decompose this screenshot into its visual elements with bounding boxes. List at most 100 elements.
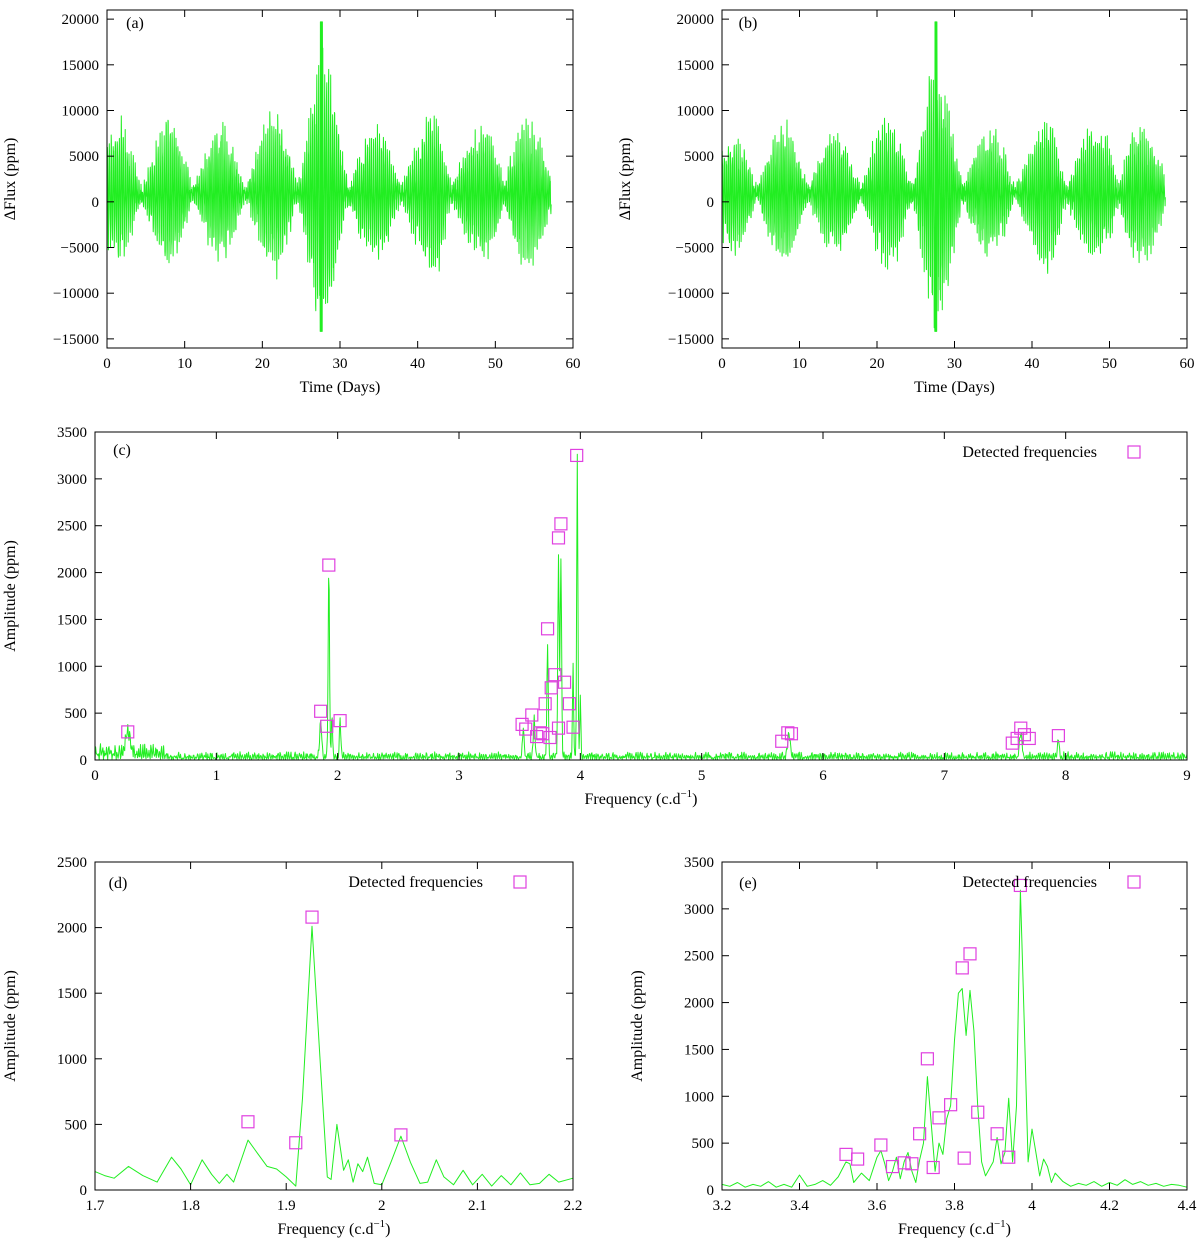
x-tick-label: 2 (378, 1198, 386, 1214)
y-tick-label: 2000 (57, 921, 87, 937)
y-axis-label: Amplitude (ppm) (2, 540, 19, 652)
panel-tag-b: (b) (739, 15, 758, 32)
x-tick-label: 3.2 (713, 1198, 732, 1214)
legend-marker (1127, 875, 1141, 889)
x-tick-label: 50 (488, 356, 503, 372)
detected-frequency-marker (784, 727, 799, 741)
detected-frequency-marker (874, 1138, 888, 1152)
plot-frame-e (721, 861, 1188, 1191)
detected-frequency-marker (551, 531, 566, 545)
detected-frequency-marker (781, 726, 795, 740)
y-axis-label: Amplitude (ppm) (629, 970, 646, 1082)
y-tick-label: −15000 (668, 332, 714, 348)
detected-frequency-marker (557, 675, 572, 689)
x-tick-label: 30 (333, 356, 348, 372)
detected-frequency-marker (955, 961, 969, 975)
y-tick-label: 3500 (57, 425, 87, 441)
x-axis-label-sup: −1 (994, 1218, 1006, 1230)
detected-frequency-marker (322, 558, 336, 572)
y-tick-label: 15000 (62, 58, 100, 74)
y-tick-label: 0 (80, 1183, 88, 1199)
legend-text: Detected frequencies (962, 874, 1097, 891)
detected-frequency-marker (394, 1128, 408, 1142)
x-tick-label: 4 (577, 768, 585, 784)
panel-c: 0 1 2 3 4 5 6 7 8 9 0 500 1000 1500 2000 2500 3000 3500 Fr… (2, 425, 1191, 808)
legend-marker (513, 875, 527, 889)
x-tick-label: 3 (455, 768, 463, 784)
detected-frequency-marker (897, 1156, 911, 1170)
x-tick-label: 1 (213, 768, 221, 784)
y-tick-label: −10000 (668, 286, 714, 302)
x-tick-label: 6 (819, 768, 827, 784)
detected-frequency-marker (305, 910, 319, 924)
detected-frequency-marker (519, 722, 533, 736)
detected-frequency-marker (1051, 729, 1065, 743)
x-tick-label: 3.4 (790, 1198, 809, 1214)
x-axis-label: Frequency (c.d−1) (898, 1218, 1011, 1238)
x-tick-label: 10 (792, 356, 807, 372)
x-axis-label: Frequency (c.d−1) (584, 788, 697, 808)
x-tick-label: 9 (1183, 768, 1191, 784)
detected-frequency-marker (525, 708, 539, 722)
y-tick-label: 5000 (69, 149, 99, 165)
y-tick-label: 15000 (677, 58, 715, 74)
x-tick-label: 2.2 (564, 1198, 583, 1214)
legend: Detected frequencies (962, 444, 1141, 461)
detected-frequency-marker (1002, 1150, 1016, 1164)
x-axis-label-main: Frequency (c.d (277, 1221, 373, 1238)
y-tick-label: 1000 (684, 1089, 714, 1105)
y-tick-label: 3000 (57, 472, 87, 488)
panel-e: 3.2 3.4 3.6 3.8 4 4.2 4.4 0 500 1000 1500 2000 2500 3… (629, 855, 1197, 1238)
y-tick-label: 2500 (57, 519, 87, 535)
detected-frequency-marker (926, 1160, 940, 1175)
x-tick-label: 5 (698, 768, 706, 784)
x-tick-label: 10 (177, 356, 192, 372)
x-tick-label: 60 (1180, 356, 1195, 372)
y-tick-label: −5000 (61, 241, 99, 257)
x-axis-label: Time (Days) (914, 379, 995, 396)
detected-frequency-marker (241, 1115, 255, 1129)
x-tick-label: 20 (870, 356, 885, 372)
x-axis-label-tail: ) (692, 791, 697, 808)
detected-frequency-marker (333, 714, 347, 728)
plot-frame-d (94, 861, 574, 1191)
detected-frequency-marker (554, 517, 568, 531)
detected-frequency-marker (944, 1098, 958, 1112)
legend: Detected frequencies (962, 874, 1141, 891)
y-tick-label: 3000 (684, 902, 714, 918)
legend-text: Detected frequencies (962, 444, 1097, 461)
detected-frequency-marker (839, 1147, 853, 1161)
x-tick-label: 4 (1028, 1198, 1036, 1214)
y-tick-label: 0 (707, 195, 715, 211)
x-tick-label: 30 (947, 356, 962, 372)
x-tick-label: 60 (566, 356, 581, 372)
y-axis-label: Amplitude (ppm) (2, 970, 19, 1082)
x-tick-label: 40 (1025, 356, 1040, 372)
detected-frequency-marker (971, 1105, 985, 1119)
y-tick-label: 1500 (57, 986, 87, 1002)
series-line-b (721, 21, 1166, 332)
y-tick-label: −15000 (53, 332, 99, 348)
detected-frequency-marker (990, 1127, 1004, 1141)
panel-tag-a: (a) (126, 15, 144, 32)
y-tick-label: −10000 (53, 286, 99, 302)
detected-frequency-marker (1005, 736, 1019, 750)
y-tick-label: 500 (692, 1136, 715, 1152)
x-tick-label: 1.9 (277, 1198, 296, 1214)
y-tick-label: 1500 (684, 1042, 714, 1058)
detected-frequency-marker (932, 1111, 946, 1125)
detected-frequency-marker (544, 681, 558, 695)
x-tick-label: 2 (334, 768, 342, 784)
x-axis-label-tail: ) (1006, 1221, 1011, 1238)
x-tick-label: 0 (718, 356, 726, 372)
y-tick-label: 10000 (62, 103, 100, 119)
y-tick-label: 2500 (57, 855, 87, 871)
legend-text: Detected frequencies (348, 874, 483, 891)
plot-frame-c (94, 431, 1188, 761)
series-line-c (94, 453, 1188, 761)
panel-d: 1.7 1.8 1.9 2 2.1 2.2 0 500 1000 1500 2000 2500 Freq… (2, 855, 582, 1238)
detected-frequency-marker (566, 720, 580, 734)
y-tick-label: 0 (80, 753, 88, 769)
y-tick-label: 0 (92, 195, 100, 211)
